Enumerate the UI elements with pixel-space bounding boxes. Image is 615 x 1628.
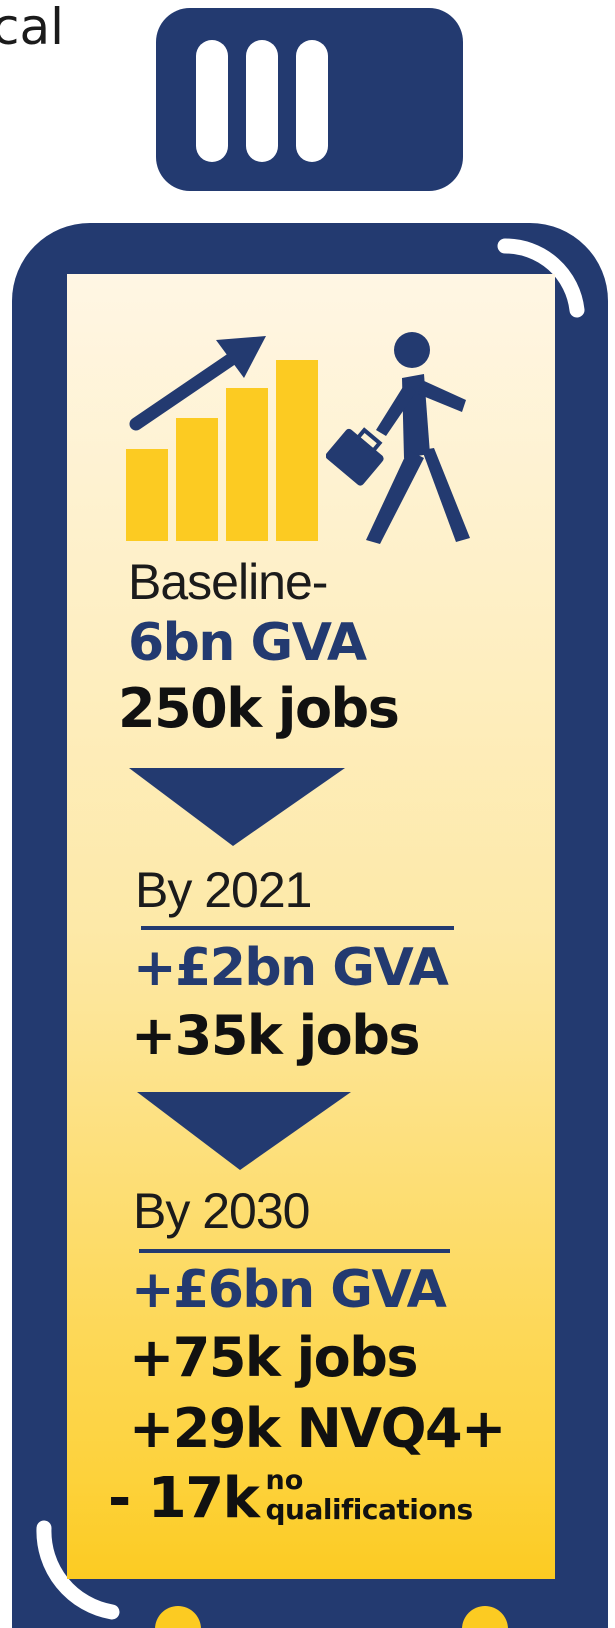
wheel-right <box>462 1606 508 1628</box>
wheel-left <box>155 1606 201 1628</box>
trend-arrow-icon <box>129 336 266 431</box>
by-2030-jobs: +75k jobs <box>129 1326 419 1389</box>
down-triangle-icon <box>129 768 345 846</box>
by-2030-nvq: +29k NVQ4+ <box>129 1397 506 1460</box>
by-2021-gva: +£2bn GVA <box>133 938 449 998</box>
down-triangle-icon <box>137 1092 351 1170</box>
handle-stripe-1 <box>196 40 228 162</box>
by-2030-label: By 2030 <box>133 1183 310 1239</box>
suitcase-handle <box>156 8 463 191</box>
no-qualifications-sub: qualifications <box>265 1493 474 1526</box>
corner-highlight-arc-bottom-icon <box>36 1520 120 1620</box>
no-qualifications-value: - 17k <box>108 1466 260 1531</box>
no-qualifications-label: no qualifications <box>265 1465 474 1526</box>
baseline-label: Baseline- <box>128 554 328 610</box>
by-2021-divider <box>141 926 454 930</box>
by-2030-gva: +£6bn GVA <box>131 1260 447 1320</box>
handle-stripe-2 <box>246 40 278 162</box>
by-2021-jobs: +35k jobs <box>131 1004 421 1067</box>
corner-highlight-arc-icon <box>497 238 585 318</box>
growth-bar-chart-icon <box>126 336 318 541</box>
header-fragment-text: cal <box>0 0 65 56</box>
baseline-jobs: 250k jobs <box>118 677 400 740</box>
no-qualifications-sup: no <box>265 1465 304 1496</box>
baseline-gva: 6bn GVA <box>128 613 367 673</box>
by-2030-divider <box>139 1249 450 1253</box>
by-2030-no-qualifications: - 17k no qualifications <box>108 1465 474 1531</box>
handle-stripe-3 <box>296 40 328 162</box>
walking-businessman-icon <box>326 332 470 544</box>
by-2021-label: By 2021 <box>135 862 312 918</box>
